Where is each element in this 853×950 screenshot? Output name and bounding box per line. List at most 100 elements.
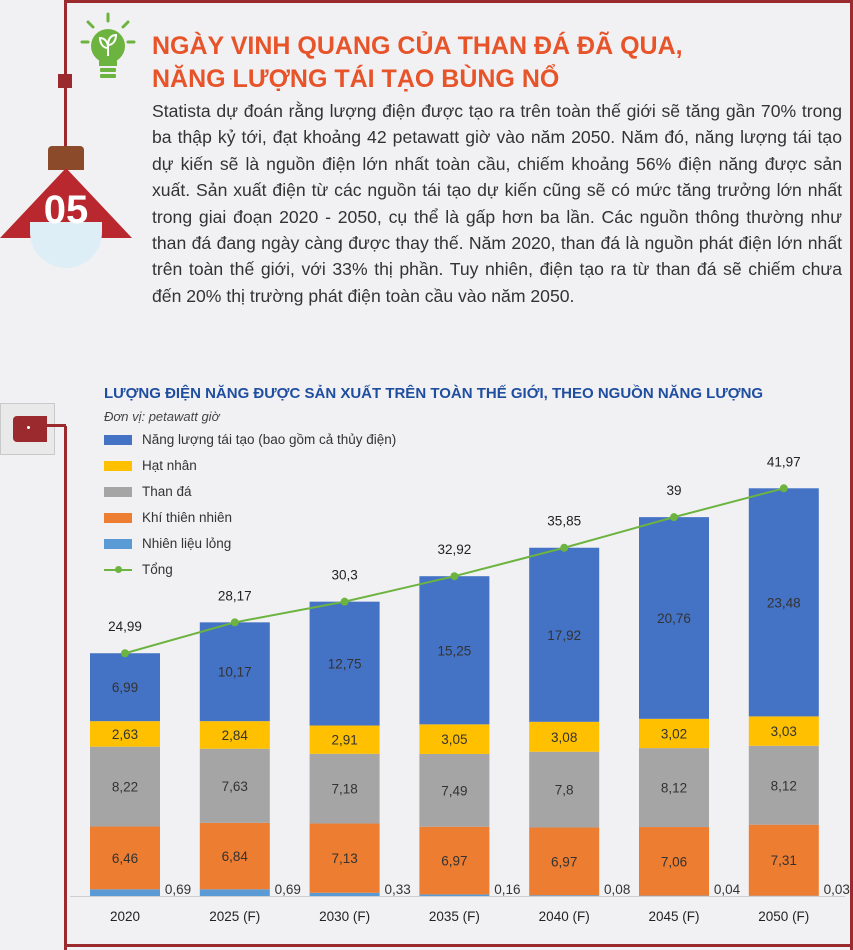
x-tick-label-1: 2025 (F) [209,909,260,924]
legend-swatch-gas [104,513,132,523]
label-coal-3: 7,49 [441,783,467,798]
bar-renewables-0 [90,653,160,722]
label-liquid-0: 0,69 [165,882,191,897]
bar-renewables-5 [639,517,709,719]
x-tick-label-2: 2030 (F) [319,909,370,924]
label-nuclear-2: 2,91 [331,733,357,748]
total-label-0: 24,99 [108,619,142,634]
x-tick-label-6: 2050 (F) [758,909,809,924]
bar-renewables-3 [419,576,490,725]
bar-coal-2 [309,753,380,824]
bar-coal-0 [90,746,160,827]
bar-renewables-2 [309,601,380,726]
label-gas-6: 7,31 [771,853,797,868]
title-line-1: NGÀY VINH QUANG CỦA THAN ĐÁ ĐÃ QUA, [152,32,683,60]
bar-gas-2 [309,823,380,893]
bar-coal-5 [639,748,709,828]
tag-icon [0,403,55,455]
label-liquid-3: 0,16 [494,882,520,897]
label-gas-1: 6,84 [222,849,249,864]
label-gas-5: 7,06 [661,854,687,869]
label-nuclear-4: 3,08 [551,730,577,745]
total-label-4: 35,85 [547,514,581,529]
section-number: 05 [43,188,89,232]
label-nuclear-3: 3,05 [441,732,467,747]
bar-nuclear-4 [529,721,600,752]
x-tick-label-3: 2035 (F) [429,909,480,924]
label-coal-5: 8,12 [661,781,687,796]
x-tick-label-0: 2020 [110,909,140,924]
x-tick-label-4: 2040 (F) [539,909,590,924]
total-point-4 [560,543,569,552]
chart-unit: Đơn vị: petawatt giờ [104,409,220,424]
legend-label-coal: Than đá [142,484,192,499]
bar-nuclear-1 [199,721,270,749]
tag-hole [27,426,30,429]
label-renewables-1: 10,17 [218,665,252,680]
total-point-6 [779,484,788,493]
total-label-1: 28,17 [218,588,252,603]
frame-square-marker [58,74,72,88]
bar-gas-1 [199,822,270,890]
label-liquid-2: 0,33 [384,882,410,897]
label-gas-3: 6,97 [441,854,467,869]
label-coal-6: 8,12 [771,778,797,793]
label-renewables-4: 17,92 [547,628,581,643]
bar-renewables-1 [199,622,270,722]
total-point-3 [450,572,459,581]
label-nuclear-6: 3,03 [771,724,797,739]
page-title: NGÀY VINH QUANG CỦA THAN ĐÁ ĐÃ QUA, NĂNG… [152,30,683,96]
legend-swatch-liquid [104,539,132,549]
lamp-cap [48,146,84,170]
legend-swatch-renewables [104,435,132,445]
label-gas-0: 6,46 [112,851,138,866]
bar-liquid-2 [309,892,380,896]
label-renewables-3: 15,25 [438,643,472,658]
total-point-0 [121,649,129,658]
frame-top-line [64,0,853,3]
total-label-3: 32,92 [438,542,472,557]
bar-coal-1 [199,748,270,823]
label-coal-4: 7,8 [555,783,574,798]
bar-renewables-4 [529,547,600,722]
chart-title: LƯỢNG ĐIỆN NĂNG ĐƯỢC SẢN XUẤT TRÊN TOÀN … [104,385,764,402]
label-gas-4: 6,97 [551,854,577,869]
bar-liquid-4 [529,895,600,896]
bar-coal-3 [419,753,490,827]
label-coal-2: 7,18 [331,782,357,797]
lightbulb-leaf-icon [80,12,136,78]
x-tick-label-5: 2045 (F) [648,909,699,924]
bar-coal-6 [748,745,819,825]
bar-nuclear-2 [309,725,380,754]
legend-label-liquid: Nhiên liệu lỏng [142,536,232,551]
tag-shape [13,416,47,442]
total-label-6: 41,97 [767,454,801,469]
total-label-2: 30,3 [331,568,357,583]
bar-liquid-1 [199,889,270,896]
label-renewables-0: 6,99 [112,680,138,695]
label-coal-0: 8,22 [112,780,138,795]
legend-label-gas: Khí thiên nhiên [142,510,233,525]
legend-label-renewables: Năng lượng tái tạo (bao gồm cả thủy điện… [142,432,397,447]
label-liquid-6: 0,03 [824,882,850,897]
label-renewables-6: 23,48 [767,595,801,610]
label-liquid-1: 0,69 [275,882,301,897]
total-point-1 [230,618,239,627]
total-point-2 [340,597,349,606]
label-coal-1: 7,63 [222,779,248,794]
bar-nuclear-5 [639,718,709,749]
bar-renewables-6 [748,488,819,717]
bar-coal-4 [529,751,600,828]
bar-nuclear-3 [419,724,490,754]
bar-gas-4 [529,827,600,896]
tag-connector-line [46,424,66,427]
title-line-2: NĂNG LƯỢNG TÁI TẠO BÙNG NỔ [152,65,560,93]
bar-liquid-0 [90,889,160,896]
legend-swatch-nuclear [104,461,132,471]
bar-nuclear-0 [90,721,160,747]
frame-right-line [850,0,853,950]
bar-liquid-3 [419,894,490,896]
frame-left-line-lower [64,426,67,950]
label-liquid-5: 0,04 [714,882,741,897]
